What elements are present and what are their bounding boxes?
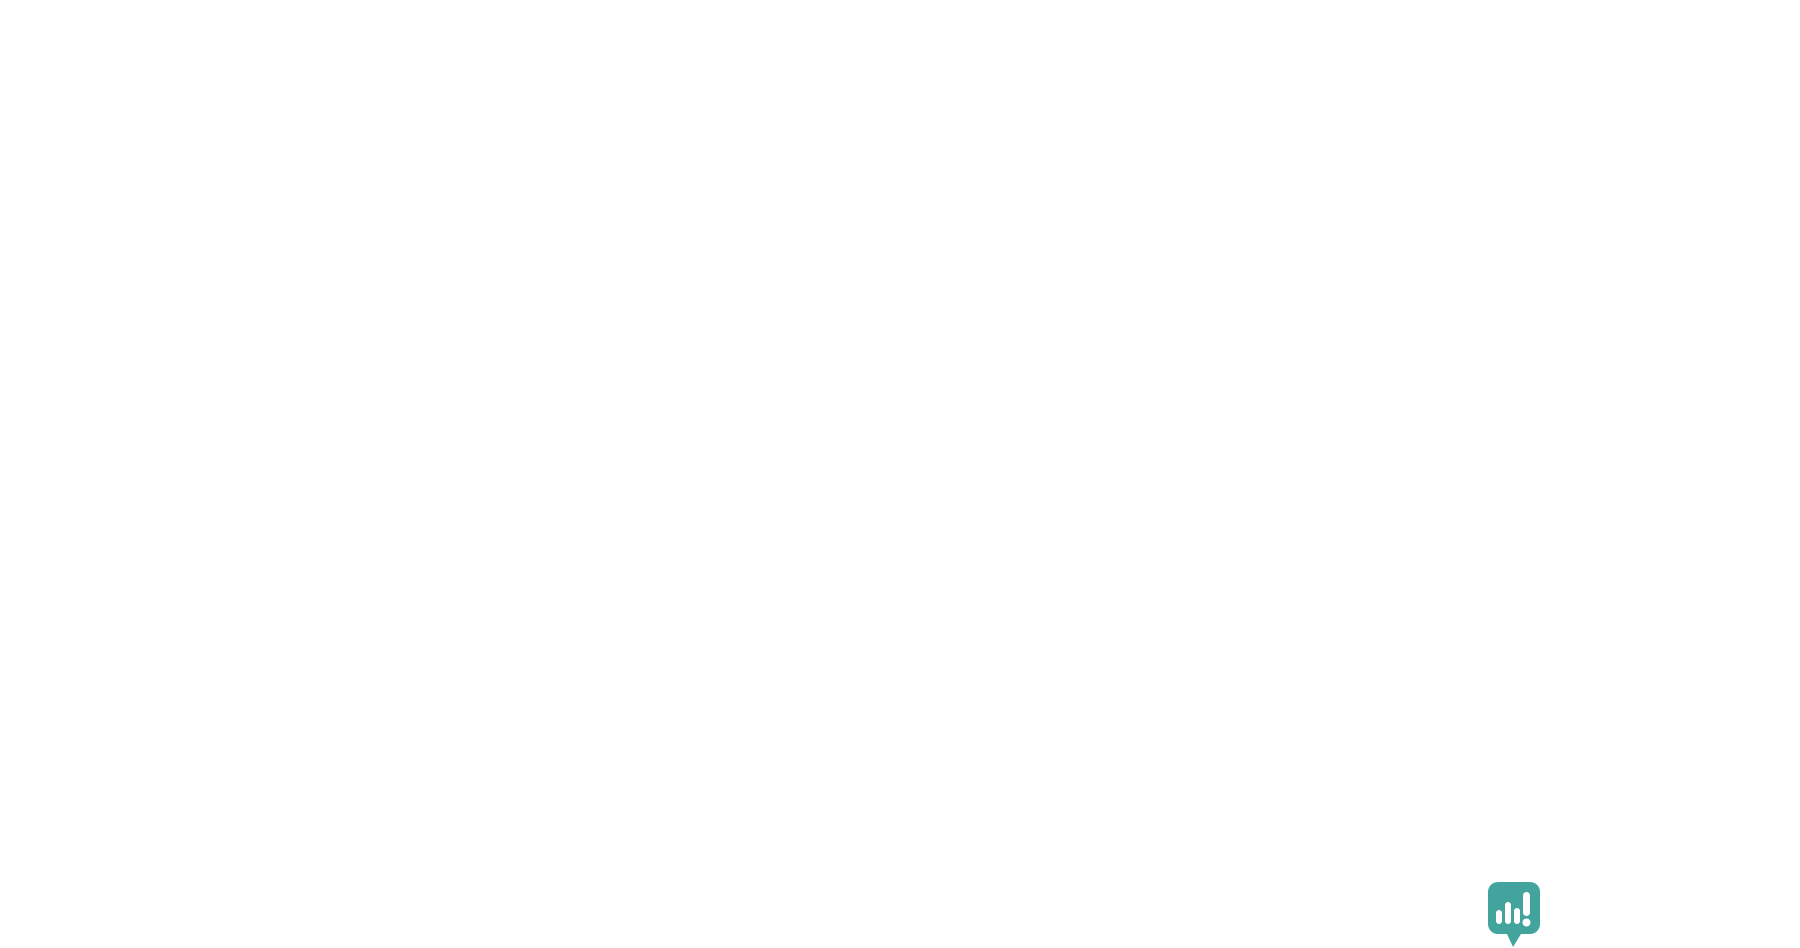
newsworthy-logo bbox=[1488, 882, 1554, 948]
newsworthy-bubble-chart-icon bbox=[1488, 882, 1540, 947]
